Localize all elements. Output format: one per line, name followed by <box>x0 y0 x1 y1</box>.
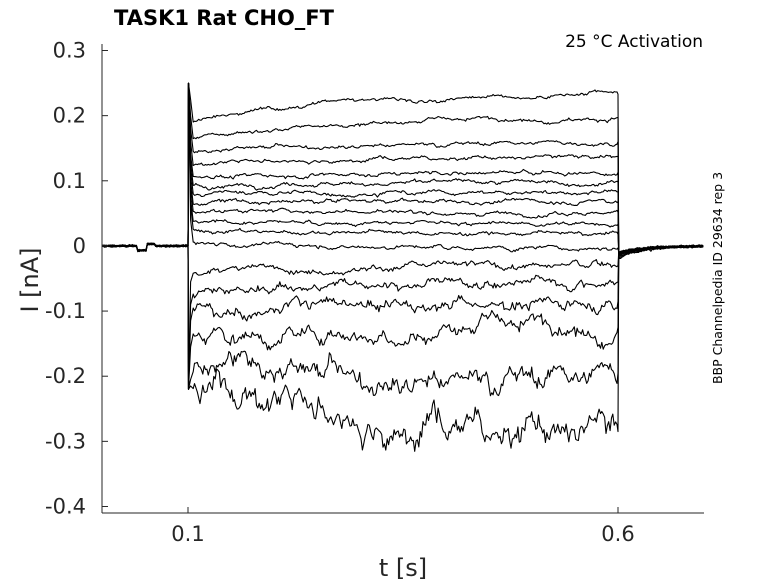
current-trace-15 <box>101 243 704 390</box>
current-trace-6 <box>101 82 704 256</box>
y-ticks-group: 0.3 0.2 0.1 0 -0.1 -0.2 -0.3 -0.4 <box>45 39 108 518</box>
channelpedia-id-note: BBP Channelpedia ID 29634 rep 3 <box>710 172 725 384</box>
y-tick-label: -0.4 <box>45 494 86 518</box>
current-trace-11 <box>101 82 704 255</box>
current-trace-13 <box>101 242 704 390</box>
current-trace-7 <box>101 82 704 256</box>
current-trace-3 <box>101 82 704 258</box>
x-tick-label: 0.1 <box>171 522 204 546</box>
y-axis-title: I [nA] <box>16 247 44 312</box>
current-trace-4 <box>101 82 704 257</box>
y-tick-label: 0.3 <box>53 39 86 63</box>
current-trace-9 <box>101 82 704 255</box>
x-axis-title: t [s] <box>379 554 427 582</box>
traces-group <box>101 82 704 452</box>
temperature-protocol-annotation: 25 °C Activation <box>565 32 703 52</box>
current-trace-17 <box>101 242 704 397</box>
y-tick-label: 0.1 <box>53 169 86 193</box>
current-trace-18 <box>101 242 704 452</box>
current-trace-2 <box>101 82 704 259</box>
current-trace-1 <box>101 82 704 260</box>
current-trace-12 <box>101 82 704 253</box>
current-trace-16 <box>101 242 704 390</box>
y-tick-label: 0.2 <box>53 104 86 128</box>
y-tick-label: 0 <box>73 234 86 258</box>
y-tick-label: -0.2 <box>45 364 86 388</box>
current-trace-5 <box>101 82 704 256</box>
current-trace-8 <box>102 82 704 255</box>
y-tick-label: -0.1 <box>45 299 86 323</box>
y-tick-label: -0.3 <box>45 429 86 453</box>
x-ticks-group: 0.1 0.6 <box>171 507 635 546</box>
x-tick-label: 0.6 <box>601 522 634 546</box>
current-trace-10 <box>101 82 704 254</box>
current-trace-14 <box>101 242 704 390</box>
chart-title: TASK1 Rat CHO_FT <box>114 6 335 30</box>
